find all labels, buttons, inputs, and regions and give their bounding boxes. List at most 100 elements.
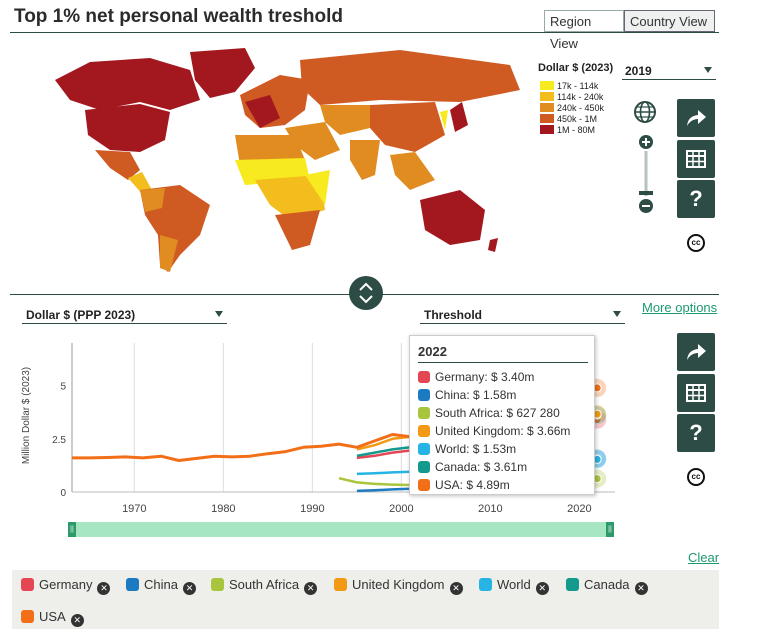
tooltip-row-label: World: $ 1.53m xyxy=(435,442,517,456)
selected-countries-panel: Germany ✕ China ✕ South Africa ✕ United Kin… xyxy=(12,570,719,629)
tooltip-row-label: USA: $ 4.89m xyxy=(435,478,510,492)
more-options-link[interactable]: More options xyxy=(642,300,718,315)
chip-swatch xyxy=(21,610,34,623)
clear-selection-link[interactable]: Clear xyxy=(688,550,720,565)
chip-swatch xyxy=(21,578,34,591)
time-range-slider[interactable]: || || xyxy=(68,522,614,537)
world-map[interactable] xyxy=(40,40,530,275)
collapse-toggle-button[interactable] xyxy=(349,276,383,310)
chip-label: South Africa xyxy=(229,577,300,592)
chip-swatch xyxy=(334,578,347,591)
tooltip-row-label: China: $ 1.58m xyxy=(435,388,517,402)
unit-select[interactable]: Dollar $ (PPP 2023) xyxy=(22,306,227,324)
creative-commons-icon[interactable]: cc xyxy=(687,234,705,252)
tooltip-swatch xyxy=(418,371,430,383)
map-region-mexico xyxy=(95,150,140,180)
tooltip-row-label: Germany: $ 3.40m xyxy=(435,370,535,384)
x-tick-label: 2020 xyxy=(567,503,591,515)
x-tick-label: 2000 xyxy=(389,503,413,515)
country-chip-canada[interactable]: Canada ✕ xyxy=(566,577,648,595)
country-chip-south-africa[interactable]: South Africa ✕ xyxy=(211,577,318,595)
legend-item: 114k - 240k xyxy=(540,92,603,102)
tooltip-row: USA: $ 4.89m xyxy=(418,478,510,492)
legend-label: 450k - 1M xyxy=(557,114,598,124)
unit-select-value: Dollar $ (PPP 2023) xyxy=(26,308,136,322)
x-tick-label: 1970 xyxy=(122,503,146,515)
map-region-australia xyxy=(420,190,485,245)
country-chip-china[interactable]: China ✕ xyxy=(126,577,196,595)
remove-icon[interactable]: ✕ xyxy=(535,582,549,595)
year-select[interactable]: 2019 xyxy=(622,62,716,80)
y-tick-label: 5 xyxy=(60,382,66,393)
map-region-india xyxy=(350,140,380,180)
map-region-central-africa xyxy=(255,175,325,220)
chart-table-button[interactable] xyxy=(677,374,715,412)
region-view-button[interactable]: Region View xyxy=(544,10,624,51)
chip-swatch xyxy=(566,578,579,591)
legend-label: 240k - 450k xyxy=(557,103,605,113)
help-button[interactable]: ? xyxy=(677,180,715,218)
title-divider xyxy=(10,32,719,33)
chevron-down-icon xyxy=(215,311,223,317)
creative-commons-icon[interactable]: cc xyxy=(687,468,705,486)
tooltip-swatch xyxy=(418,443,430,455)
share-icon xyxy=(687,344,706,360)
country-chip-usa[interactable]: USA ✕ xyxy=(21,609,84,627)
remove-icon[interactable]: ✕ xyxy=(304,582,318,595)
legend-label: 114k - 240k xyxy=(557,92,604,102)
map-region-canada xyxy=(55,58,200,110)
legend-item: 450k - 1M xyxy=(540,114,597,124)
chip-label: China xyxy=(144,577,178,592)
map-region-western-europe xyxy=(245,95,280,128)
metric-select[interactable]: Threshold xyxy=(420,306,625,324)
share-icon xyxy=(687,110,706,126)
map-region-japan xyxy=(450,102,468,132)
map-region-east-africa xyxy=(305,170,330,205)
tooltip-row: South Africa: $ 627 280 xyxy=(418,406,560,420)
tooltip-row: Germany: $ 3.40m xyxy=(418,370,534,384)
country-chip-united-kingdom[interactable]: United Kingdom ✕ xyxy=(334,577,463,595)
tooltip-row: World: $ 1.53m xyxy=(418,442,516,456)
table-icon xyxy=(686,150,706,168)
range-end-handle[interactable]: || xyxy=(606,522,614,537)
remove-icon[interactable]: ✕ xyxy=(97,582,111,595)
legend-item: 1M - 80M xyxy=(540,125,595,135)
y-tick-label: 2.5 xyxy=(52,435,66,446)
chart-tooltip: 2022 Germany: $ 3.40m China: $ 1.58m Sou… xyxy=(409,335,595,495)
range-start-handle[interactable]: || xyxy=(68,522,76,537)
remove-icon[interactable]: ✕ xyxy=(449,582,463,595)
map-region-central-asia xyxy=(320,105,370,135)
share-button[interactable] xyxy=(677,99,715,137)
tooltip-swatch xyxy=(418,479,430,491)
globe-icon[interactable] xyxy=(633,100,657,124)
remove-icon[interactable]: ✕ xyxy=(634,582,648,595)
map-region-russia xyxy=(300,50,520,105)
legend-item: 240k - 450k xyxy=(540,103,604,113)
chart-share-button[interactable] xyxy=(677,333,715,371)
remove-icon[interactable]: ✕ xyxy=(182,582,196,595)
legend-swatch xyxy=(540,103,554,112)
map-region-new-zealand xyxy=(488,238,498,252)
chip-label: Germany xyxy=(39,577,93,592)
country-view-button[interactable]: Country View xyxy=(624,10,715,32)
map-region-southern-africa xyxy=(275,210,320,250)
table-icon xyxy=(686,384,706,402)
map-region-korea xyxy=(440,110,448,130)
tooltip-row-label: Canada: $ 3.61m xyxy=(435,460,528,474)
metric-select-value: Threshold xyxy=(424,308,483,322)
legend-title: Dollar $ (2023) xyxy=(538,62,614,74)
country-chip-world[interactable]: World ✕ xyxy=(479,577,549,595)
remove-icon[interactable]: ✕ xyxy=(70,614,84,627)
tooltip-row-label: United Kingdom: $ 3.66m xyxy=(435,424,571,438)
page-title: Top 1% net personal wealth treshold xyxy=(14,6,344,27)
chart-help-button[interactable]: ? xyxy=(677,414,715,452)
zoom-slider[interactable] xyxy=(636,133,656,215)
map-region-usa xyxy=(85,104,170,152)
legend-label: 17k - 114k xyxy=(557,81,599,91)
tooltip-row: China: $ 1.58m xyxy=(418,388,516,402)
table-button[interactable] xyxy=(677,140,715,178)
map-region-southeast-asia xyxy=(390,152,435,190)
country-chip-germany[interactable]: Germany ✕ xyxy=(21,577,111,595)
tooltip-row: United Kingdom: $ 3.66m xyxy=(418,424,570,438)
tooltip-divider xyxy=(418,362,588,363)
